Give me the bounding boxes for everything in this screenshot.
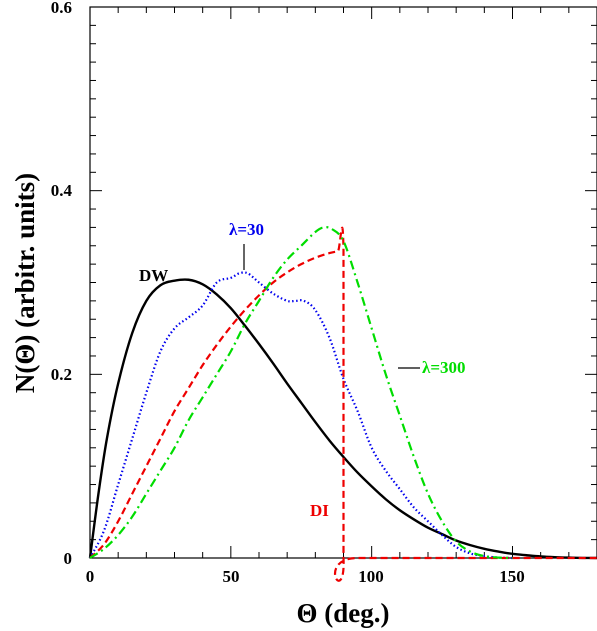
y-tick-label-0.6: 0.6 bbox=[51, 0, 72, 17]
series-layer bbox=[88, 226, 597, 582]
annotation-di: DI bbox=[310, 501, 329, 520]
y-tick-label-0: 0 bbox=[64, 549, 73, 568]
x-tick-label-150: 150 bbox=[499, 567, 525, 586]
y-tick-label-0.4: 0.4 bbox=[51, 181, 73, 200]
series-line-1 bbox=[89, 271, 513, 560]
x-tick-label-50: 50 bbox=[223, 567, 240, 586]
x-axis-title: Θ (deg.) bbox=[297, 598, 390, 628]
series-line-0 bbox=[88, 278, 597, 560]
annotation-dw: DW bbox=[139, 266, 168, 285]
annotation-lambda300: λ=300 bbox=[422, 358, 466, 377]
y-axis-title: N(Θ) (arbitr. units) bbox=[10, 173, 40, 393]
series-line-3 bbox=[89, 226, 513, 560]
annotation-lambda30: λ=30 bbox=[229, 220, 264, 239]
x-tick-label-0: 0 bbox=[86, 567, 95, 586]
series-line-2 bbox=[89, 226, 597, 582]
x-tick-label-100: 100 bbox=[358, 567, 384, 586]
y-tick-label-0.2: 0.2 bbox=[51, 365, 72, 384]
